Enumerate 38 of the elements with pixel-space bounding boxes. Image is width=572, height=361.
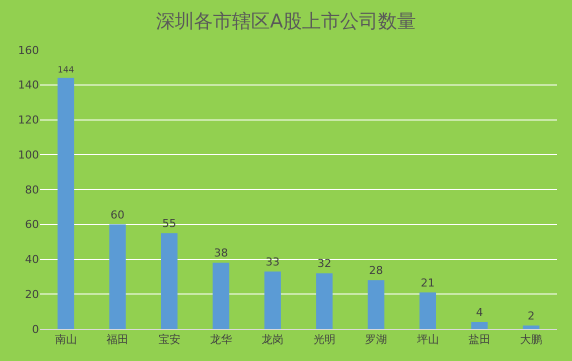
data-label: 4 — [476, 306, 483, 320]
x-tick-label: 光明 — [313, 333, 336, 346]
bar — [160, 233, 178, 329]
chart-title: 深圳各市辖区A股上市公司数量 — [156, 10, 416, 33]
bar — [264, 271, 281, 329]
x-tick-label: 坪山 — [416, 333, 439, 346]
y-tick-label: 140 — [18, 78, 39, 92]
bar — [316, 273, 333, 329]
y-tick-label: 40 — [25, 253, 39, 266]
x-tick-label: 福田 — [106, 333, 129, 346]
y-tick-label: 80 — [25, 183, 39, 196]
data-label: 144 — [58, 66, 75, 76]
bar — [109, 224, 126, 329]
bar — [212, 262, 230, 329]
x-tick-label: 龙岗 — [262, 333, 284, 346]
data-label: 32 — [317, 257, 332, 270]
bar — [368, 280, 384, 329]
y-tick-label: 0 — [32, 322, 39, 336]
data-label: 38 — [214, 246, 228, 260]
x-tick-label: 盐田 — [468, 333, 490, 346]
y-tick-label: 100 — [18, 148, 39, 162]
x-tick-label: 南山 — [54, 333, 77, 346]
bar — [419, 292, 436, 329]
x-tick-label: 罗湖 — [365, 333, 388, 346]
data-label: 21 — [420, 276, 435, 290]
data-label: 2 — [528, 310, 535, 323]
y-tick-label: 20 — [25, 288, 39, 301]
bar — [522, 326, 540, 329]
y-tick-label: 60 — [25, 218, 39, 232]
y-tick-label: 120 — [18, 114, 39, 127]
data-label: 60 — [110, 208, 125, 222]
x-tick-label: 大鹏 — [520, 333, 542, 346]
bar — [471, 322, 488, 329]
y-tick-label: 160 — [18, 44, 39, 57]
x-tick-label: 龙华 — [210, 333, 232, 346]
x-tick-label: 宝安 — [158, 333, 180, 346]
bar — [58, 78, 74, 329]
data-label: 28 — [369, 264, 384, 278]
